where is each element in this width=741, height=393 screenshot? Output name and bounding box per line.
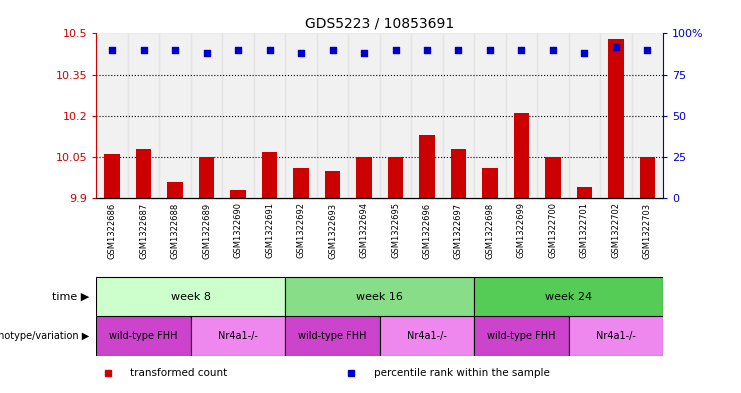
Point	[516, 47, 528, 53]
Bar	[96, 277, 285, 316]
Text: GSM1322694: GSM1322694	[359, 202, 368, 258]
Bar	[96, 33, 127, 198]
Bar	[608, 39, 624, 198]
Point	[106, 47, 118, 53]
Text: percentile rank within the sample: percentile rank within the sample	[374, 368, 550, 378]
Bar	[505, 33, 537, 198]
Text: genotype/variation ▶: genotype/variation ▶	[0, 331, 89, 341]
Bar	[199, 157, 214, 198]
Bar	[253, 33, 285, 198]
Bar	[167, 182, 183, 198]
Bar	[443, 33, 474, 198]
Text: GSM1322697: GSM1322697	[454, 202, 463, 259]
Bar	[600, 33, 631, 198]
Text: GSM1322700: GSM1322700	[548, 202, 557, 258]
Text: GSM1322693: GSM1322693	[328, 202, 337, 259]
Bar	[325, 171, 340, 198]
Point	[295, 50, 307, 56]
Bar	[356, 157, 372, 198]
Text: GSM1322695: GSM1322695	[391, 202, 400, 258]
Text: week 24: week 24	[545, 292, 592, 302]
Bar	[576, 187, 592, 198]
Text: Nr4a1-/-: Nr4a1-/-	[407, 331, 447, 341]
Point	[327, 47, 339, 53]
Bar	[285, 33, 317, 198]
Text: wild-type FHH: wild-type FHH	[110, 331, 178, 341]
Bar	[514, 113, 529, 198]
Bar	[411, 33, 443, 198]
Point	[138, 47, 150, 53]
Bar	[379, 316, 474, 356]
Point	[201, 50, 213, 56]
Text: GSM1322688: GSM1322688	[170, 202, 179, 259]
Bar	[285, 316, 380, 356]
Text: GSM1322703: GSM1322703	[643, 202, 652, 259]
Bar	[474, 277, 663, 316]
Text: GSM1322698: GSM1322698	[485, 202, 494, 259]
Bar	[482, 168, 498, 198]
Text: Nr4a1-/-: Nr4a1-/-	[218, 331, 258, 341]
Text: wild-type FHH: wild-type FHH	[488, 331, 556, 341]
Text: GSM1322690: GSM1322690	[233, 202, 242, 258]
Point	[610, 44, 622, 50]
Text: GSM1322696: GSM1322696	[422, 202, 431, 259]
Bar	[474, 33, 505, 198]
Point	[232, 47, 244, 53]
Text: transformed count: transformed count	[130, 368, 227, 378]
Bar	[537, 33, 569, 198]
Point	[390, 47, 402, 53]
Point	[169, 47, 181, 53]
Bar	[136, 149, 151, 198]
Text: wild-type FHH: wild-type FHH	[299, 331, 367, 341]
Text: GSM1322701: GSM1322701	[580, 202, 589, 258]
Text: week 16: week 16	[356, 292, 403, 302]
Bar	[104, 154, 120, 198]
Point	[358, 50, 370, 56]
Point	[579, 50, 591, 56]
Bar	[285, 277, 474, 316]
Bar	[262, 152, 277, 198]
Text: GSM1322702: GSM1322702	[611, 202, 620, 258]
Point	[547, 47, 559, 53]
Text: Nr4a1-/-: Nr4a1-/-	[596, 331, 636, 341]
Point	[421, 47, 433, 53]
Title: GDS5223 / 10853691: GDS5223 / 10853691	[305, 17, 454, 31]
Bar	[639, 157, 655, 198]
Bar	[293, 168, 309, 198]
Bar	[545, 157, 561, 198]
Bar	[96, 316, 191, 356]
Bar	[127, 33, 159, 198]
Text: GSM1322686: GSM1322686	[107, 202, 116, 259]
Bar	[451, 149, 466, 198]
Bar	[569, 33, 600, 198]
Bar	[569, 316, 663, 356]
Bar	[230, 190, 246, 198]
Point	[453, 47, 465, 53]
Point	[484, 47, 496, 53]
Bar	[388, 157, 403, 198]
Bar	[419, 135, 435, 198]
Text: GSM1322692: GSM1322692	[296, 202, 305, 258]
Text: GSM1322699: GSM1322699	[517, 202, 526, 258]
Bar	[316, 33, 348, 198]
Point	[642, 47, 654, 53]
Point	[264, 47, 276, 53]
Text: GSM1322691: GSM1322691	[265, 202, 274, 258]
Text: GSM1322689: GSM1322689	[202, 202, 211, 259]
Bar	[348, 33, 379, 198]
Bar	[631, 33, 663, 198]
Bar	[159, 33, 191, 198]
Bar	[191, 33, 222, 198]
Text: week 8: week 8	[171, 292, 210, 302]
Text: time ▶: time ▶	[52, 292, 89, 302]
Bar	[222, 33, 253, 198]
Text: GSM1322687: GSM1322687	[139, 202, 148, 259]
Bar	[474, 316, 569, 356]
Bar	[379, 33, 411, 198]
Bar	[191, 316, 285, 356]
